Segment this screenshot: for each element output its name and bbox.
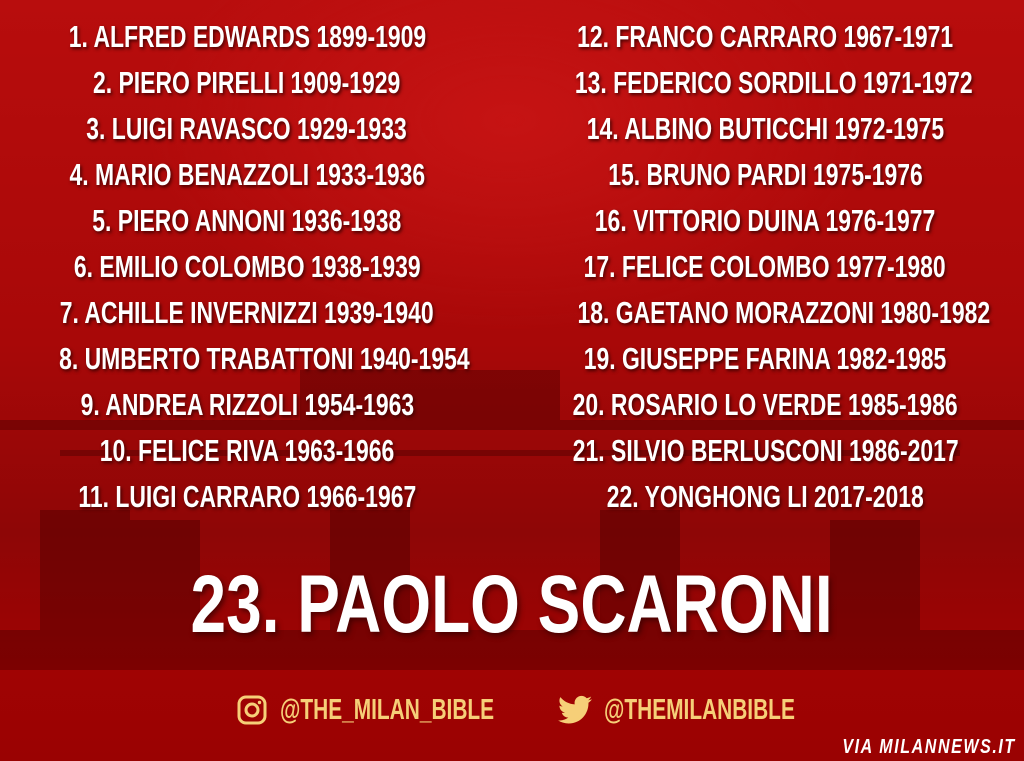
president-entry: 4. MARIO BENAZZOLI 1933-1936 [0,152,507,198]
president-entry: 8. UMBERTO TRABATTONI 1940-1954 [0,336,507,382]
instagram-handle: @THE_MILAN_BIBLE [236,692,577,728]
president-entry: 11. LUIGI CARRARO 1966-1967 [0,474,507,520]
president-entry-text: 22. YONGHONG LI 2017-2018 [606,479,924,514]
president-entry-text: 8. UMBERTO TRABATTONI 1940-1954 [59,341,470,376]
president-entry-text: 11. LUIGI CARRARO 1966-1967 [78,479,416,514]
president-entry-text: 3. LUIGI RAVASCO 1929-1933 [86,111,408,146]
president-entry: 3. LUIGI RAVASCO 1929-1933 [0,106,507,152]
president-entry: 5. PIERO ANNONI 1936-1938 [0,198,507,244]
president-entry: 22. YONGHONG LI 2017-2018 [505,474,1024,520]
president-entry: 14. ALBINO BUTICCHI 1972-1975 [505,106,1024,152]
source-credit-text: VIA MILANNEWS.IT [842,736,1016,758]
president-entry-text: 13. FEDERICO SORDILLO 1971-1972 [574,65,973,100]
president-entry: 17. FELICE COLOMBO 1977-1980 [505,244,1024,290]
president-entry: 2. PIERO PIRELLI 1909-1929 [0,60,507,106]
president-entry-text: 16. VITTORIO DUINA 1976-1977 [594,203,936,238]
president-entry-text: 17. FELICE COLOMBO 1977-1980 [583,249,947,284]
president-entry: 20. ROSARIO LO VERDE 1985-1986 [505,382,1024,428]
president-entry: 21. SILVIO BERLUSCONI 1986-2017 [505,428,1024,474]
president-entry: 12. FRANCO CARRARO 1967-1971 [505,14,1024,60]
president-entry: 18. GAETANO MORAZZONI 1980-1982 [505,290,1024,336]
president-entry-text: 12. FRANCO CARRARO 1967-1971 [576,19,954,54]
presidents-list-left: 1. ALFRED EDWARDS 1899-1909 2. PIERO PIRE… [0,14,507,520]
president-entry: 19. GIUSEPPE FARINA 1982-1985 [505,336,1024,382]
president-entry-text: 9. ANDREA RIZZOLI 1954-1963 [80,387,414,422]
instagram-icon [237,695,267,725]
source-credit: VIA MILANNEWS.IT [799,736,1016,759]
president-entry-text: 14. ALBINO BUTICCHI 1972-1975 [586,111,944,146]
instagram-handle-text: @THE_MILAN_BIBLE [280,693,495,726]
president-entry: 15. BRUNO PARDI 1975-1976 [505,152,1024,198]
president-entry: 1. ALFRED EDWARDS 1899-1909 [0,14,507,60]
president-entry-text: 1. ALFRED EDWARDS 1899-1909 [68,19,426,54]
president-entry-text: 6. EMILIO COLOMBO 1938-1939 [73,249,421,284]
president-entry-text: 18. GAETANO MORAZZONI 1980-1982 [577,295,991,330]
headline-text: 23. PAOLO SCARONI [190,559,834,650]
president-entry: 13. FEDERICO SORDILLO 1971-1972 [505,60,1024,106]
headline: 23. PAOLO SCARONI [0,560,1024,650]
twitter-handle: @THEMILANBIBLE [558,692,869,728]
president-entry: 7. ACHILLE INVERNIZZI 1939-1940 [0,290,507,336]
president-entry-text: 10. FELICE RIVA 1963-1966 [99,433,395,468]
president-entry-text: 7. ACHILLE INVERNIZZI 1939-1940 [60,295,434,330]
president-entry-text: 15. BRUNO PARDI 1975-1976 [607,157,923,192]
president-entry-text: 5. PIERO ANNONI 1936-1938 [92,203,402,238]
president-entry-text: 21. SILVIO BERLUSCONI 1986-2017 [572,433,959,468]
president-entry: 6. EMILIO COLOMBO 1938-1939 [0,244,507,290]
president-entry-text: 20. ROSARIO LO VERDE 1985-1986 [572,387,958,422]
president-entry-text: 19. GIUSEPPE FARINA 1982-1985 [583,341,947,376]
twitter-icon [558,695,592,724]
president-entry: 16. VITTORIO DUINA 1976-1977 [505,198,1024,244]
president-entry: 9. ANDREA RIZZOLI 1954-1963 [0,382,507,428]
president-entry-text: 4. MARIO BENAZZOLI 1933-1936 [69,157,425,192]
presidents-list-right: 12. FRANCO CARRARO 1967-1971 13. FEDERICO… [505,14,1024,520]
president-entry-text: 2. PIERO PIRELLI 1909-1929 [93,65,401,100]
stadium-background [0,370,1024,670]
twitter-handle-text: @THEMILANBIBLE [604,693,795,726]
president-entry: 10. FELICE RIVA 1963-1966 [0,428,507,474]
